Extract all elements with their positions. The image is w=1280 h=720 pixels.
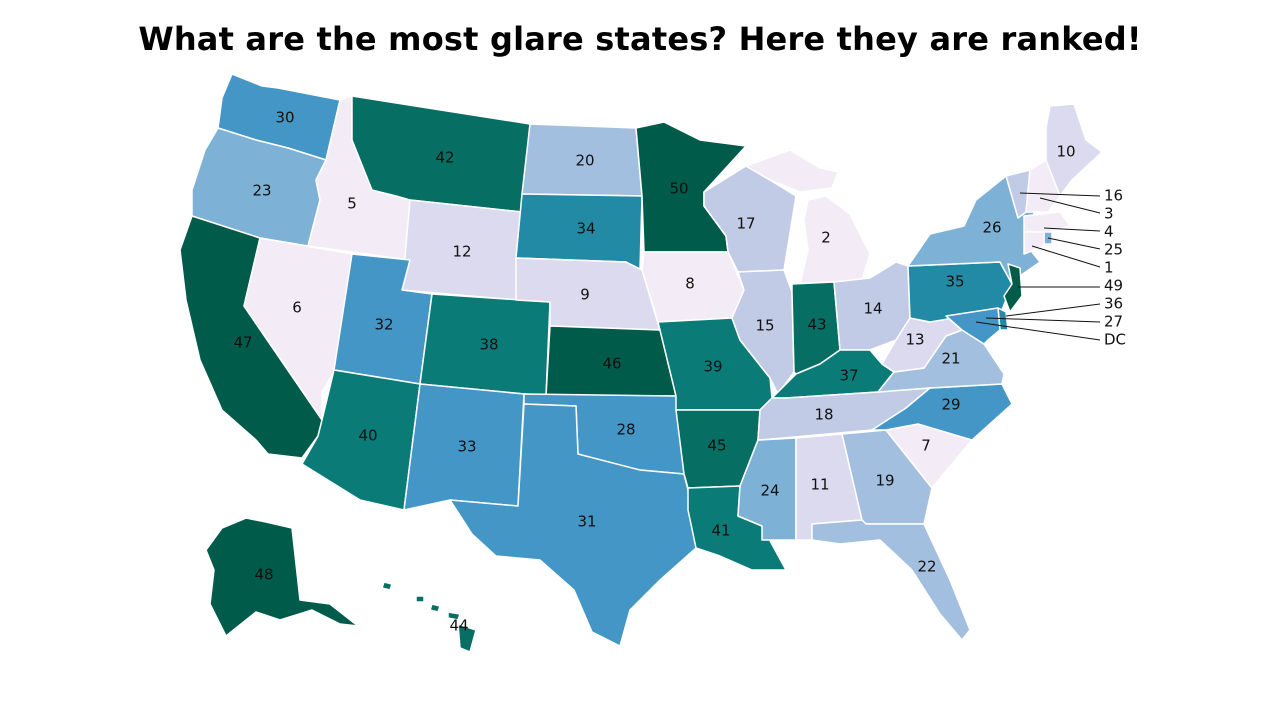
state-hawaii[interactable] [381,581,477,653]
rank-label-wisconsin: 17 [736,215,755,233]
rank-label-georgia: 19 [875,472,894,490]
rank-label-north-carolina: 29 [941,396,960,414]
state-connecticut[interactable] [1023,231,1045,255]
rank-label-alabama: 11 [810,476,829,494]
callout-label-maryland: 27 [1104,313,1123,331]
rank-label-alaska: 48 [254,566,273,584]
state-new-jersey[interactable] [1003,263,1023,313]
rank-label-florida: 22 [917,558,936,576]
callout-label-new-jersey: 49 [1104,277,1123,295]
state-texas[interactable] [449,403,697,647]
rank-label-virginia: 21 [941,350,960,368]
rank-label-oklahoma: 28 [616,421,635,439]
rank-label-arkansas: 45 [707,437,726,455]
rank-label-arizona: 40 [358,427,377,445]
rank-label-kentucky: 37 [839,367,858,385]
rank-label-california: 47 [233,334,252,352]
state-alaska[interactable] [205,517,359,637]
callout-label-dc: DC [1104,331,1126,349]
rank-label-south-carolina: 7 [921,437,931,455]
rank-label-ohio: 14 [863,300,882,318]
state-florida[interactable] [811,519,971,641]
rank-label-maine: 10 [1056,143,1075,161]
rank-label-montana: 42 [435,149,454,167]
leader-line-maryland [985,317,1101,323]
rank-labels: 30 23 47 5 6 42 12 32 40 38 33 20 34 9 4… [233,109,1075,635]
rank-label-idaho: 5 [347,195,357,213]
rank-label-new-mexico: 33 [457,438,476,456]
rank-label-missouri: 39 [703,358,722,376]
leader-line-rhode-island [1047,237,1101,250]
rank-label-iowa: 8 [685,275,695,293]
states-layer [179,73,1103,653]
rank-label-kansas: 46 [602,355,621,373]
leader-line-connecticut [1031,245,1101,268]
rank-label-west-virginia: 13 [905,331,924,349]
state-maryland[interactable] [945,307,1001,345]
callout-label-vermont: 16 [1104,187,1123,205]
callout-label-delaware: 36 [1104,295,1123,313]
rank-label-pennsylvania: 35 [945,273,964,291]
rank-label-minnesota: 50 [669,180,688,198]
rank-label-colorado: 38 [479,336,498,354]
northeast-callouts: 16 3 4 25 1 49 36 27 DC [975,187,1126,349]
rank-label-illinois: 15 [755,317,774,335]
leader-line-dc [975,321,1101,341]
rank-label-indiana: 43 [807,316,826,334]
state-north-carolina[interactable] [871,383,1013,441]
state-illinois[interactable] [731,269,795,395]
callout-label-rhode-island: 25 [1104,241,1123,259]
rank-label-oregon: 23 [252,182,271,200]
leader-line-delaware [1005,303,1101,317]
rank-label-louisiana: 41 [711,522,730,540]
rank-label-utah: 32 [374,316,393,334]
rank-label-tennessee: 18 [814,406,833,424]
rank-label-new-york: 26 [982,219,1001,237]
rank-label-nevada: 6 [292,299,302,317]
callout-label-new-hampshire: 3 [1104,205,1114,223]
leader-line-new-hampshire [1039,197,1101,214]
callout-label-connecticut: 1 [1104,259,1114,277]
rank-label-north-dakota: 20 [575,152,594,170]
rank-label-washington: 30 [275,109,294,127]
rank-label-michigan: 2 [821,229,831,247]
rank-label-nebraska: 9 [580,286,590,304]
rank-label-mississippi: 24 [760,482,779,500]
leader-line-vermont [1019,192,1101,197]
rank-label-texas: 31 [577,513,596,531]
rank-label-hawaii: 44 [449,617,468,635]
callout-label-massachusetts: 4 [1104,223,1114,241]
leader-line-massachusetts [1043,227,1101,232]
rank-label-south-dakota: 34 [576,220,595,238]
state-new-hampshire[interactable] [1025,159,1061,213]
rank-label-wyoming: 12 [452,243,471,261]
map-title: What are the most glare states? Here the… [138,20,1142,58]
